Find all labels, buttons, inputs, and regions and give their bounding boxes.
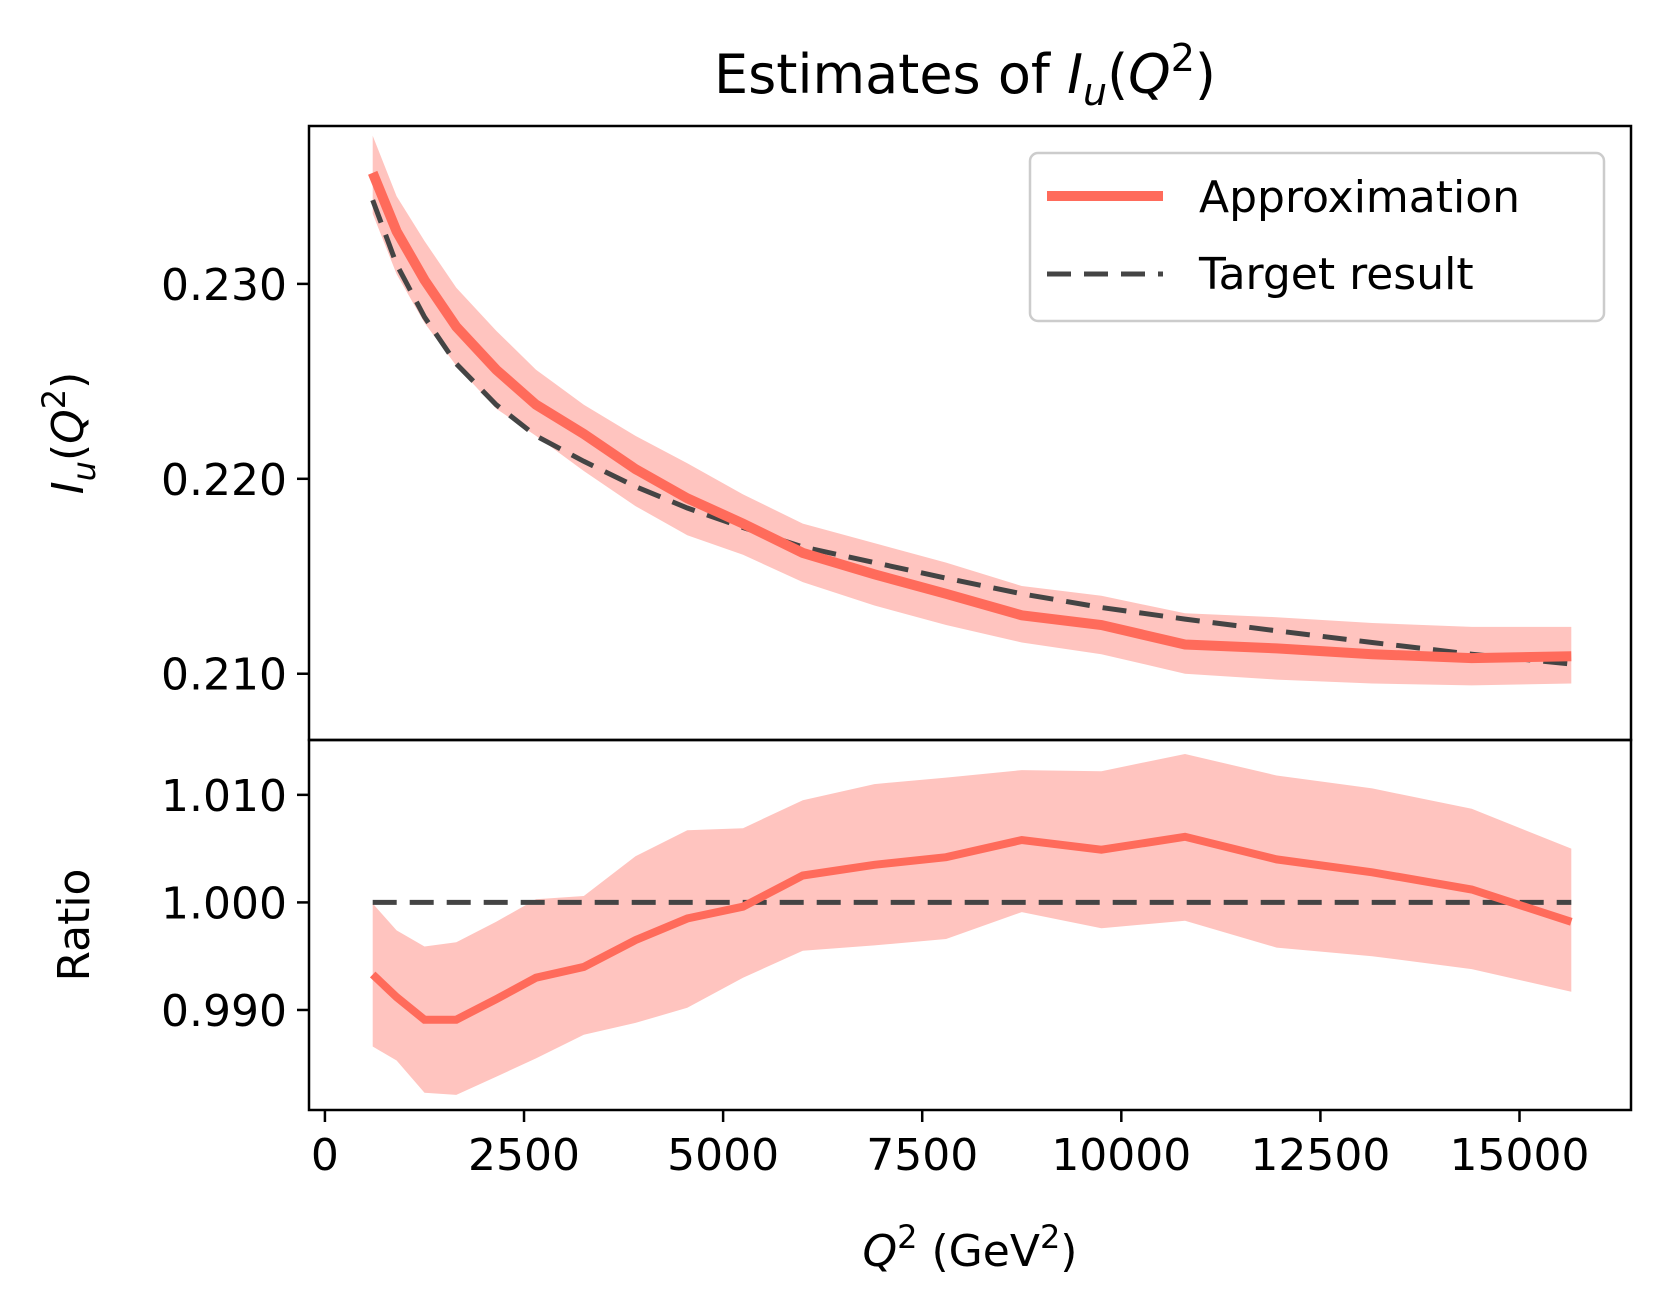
top-target-result-line	[370, 199, 1572, 667]
legend-target-result-label: Target result	[1198, 249, 1474, 300]
top-panel: 0.210 0.220 0.230 Iu(Q2) Approximation Tar…	[35, 124, 1633, 742]
bottom-y-tick-label: 1.000	[161, 878, 287, 929]
legend-box	[1028, 151, 1606, 323]
top-y-tick-label: 0.220	[161, 455, 287, 506]
bottom-y-tick-label: 1.010	[161, 771, 287, 822]
x-tick-label: 10000	[1051, 1130, 1191, 1181]
bottom-ratio-uncertainty-band	[372, 754, 1572, 1095]
bottom-y-axis-label: Ratio	[49, 869, 100, 982]
top-approximation-line	[368, 170, 1572, 664]
top-approximation-uncertainty-band	[372, 135, 1572, 686]
bottom-plot-area	[369, 754, 1573, 1095]
bottom-approximation-ratio-line	[369, 832, 1573, 1024]
x-tick-label: 7500	[866, 1130, 978, 1181]
top-y-ticks: 0.210 0.220 0.230	[161, 260, 309, 701]
top-plot-area	[368, 135, 1572, 686]
x-tick-label: 0	[311, 1130, 339, 1181]
bottom-axes-frame	[307, 738, 1633, 1112]
legend-approximation-label: Approximation	[1199, 172, 1520, 223]
chart-title: Estimates of Iu(Q2)	[714, 36, 1216, 114]
top-y-tick-label: 0.210	[161, 650, 287, 701]
x-ticks: 0 2500 5000 7500 10000 12500 15000	[311, 1110, 1590, 1181]
x-tick-label: 15000	[1450, 1130, 1590, 1181]
legend: Approximation Target result	[1028, 151, 1606, 323]
top-y-axis-label: Iu(Q2)	[35, 372, 103, 495]
bottom-y-ticks: 0.990 1.000 1.010	[161, 771, 309, 1037]
bottom-panel: 0.990 1.000 1.010 Ratio 0 2500 5000 7500 10000…	[49, 738, 1633, 1181]
x-axis-label: Q2 (GeV2)	[863, 1218, 1078, 1277]
x-tick-label: 2500	[468, 1130, 580, 1181]
x-tick-label: 5000	[667, 1130, 779, 1181]
bottom-y-tick-label: 0.990	[161, 986, 287, 1037]
x-tick-label: 12500	[1250, 1130, 1390, 1181]
top-y-tick-label: 0.230	[161, 260, 287, 311]
